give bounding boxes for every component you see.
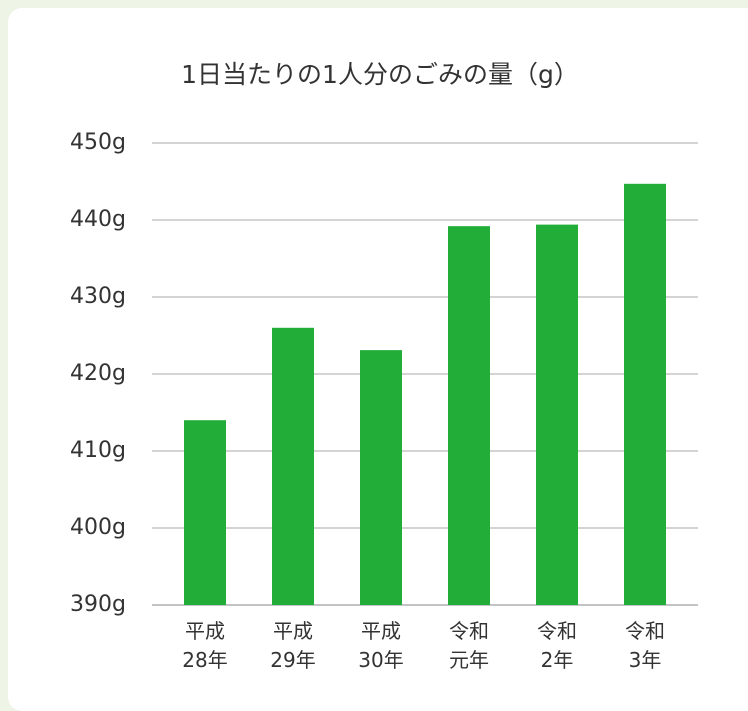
bar (536, 224, 578, 605)
y-tick-label: 410g (70, 438, 126, 463)
y-tick-label: 420g (70, 361, 126, 386)
bar (272, 327, 314, 605)
x-tick-label: 平成 30年 (358, 619, 404, 672)
y-tick-label: 390g (70, 592, 126, 617)
bar (624, 183, 666, 605)
x-tick-label: 令和 2年 (537, 619, 577, 672)
bar (184, 420, 226, 605)
bar (360, 350, 402, 605)
x-tick-label: 令和 元年 (449, 619, 489, 672)
x-tick-label: 平成 29年 (270, 619, 316, 672)
x-tick-label: 平成 28年 (182, 619, 228, 672)
x-tick-label: 令和 3年 (625, 619, 665, 672)
y-tick-label: 430g (70, 284, 126, 309)
y-tick-label: 450g (70, 130, 126, 155)
y-tick-label: 440g (70, 207, 126, 232)
chart-title: 1日当たりの1人分のごみの量（g） (181, 60, 579, 89)
y-tick-label: 400g (70, 515, 126, 540)
bar (448, 226, 490, 605)
